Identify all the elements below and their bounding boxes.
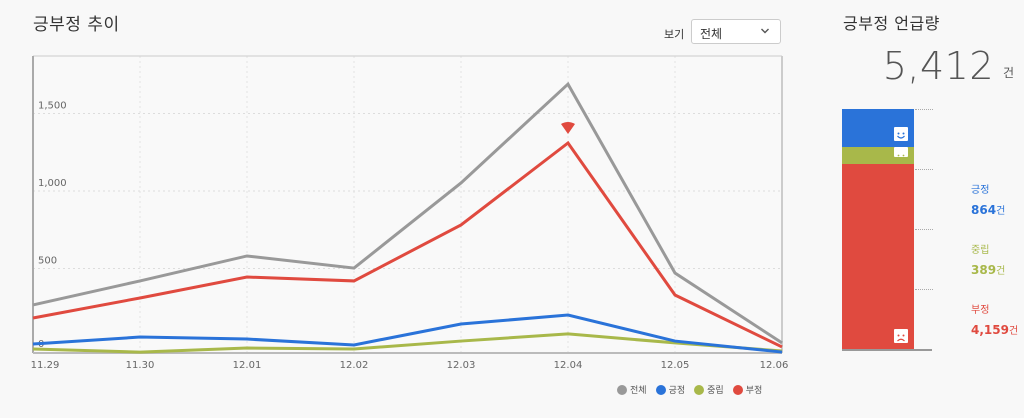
y-tick-label: 500	[38, 256, 57, 267]
page-title: 긍부정 추이	[33, 15, 120, 35]
legend-item-전체[interactable]: 전체	[617, 383, 647, 396]
bar-segment-부정[interactable]	[842, 164, 914, 349]
stat-neutral-label: 중립	[971, 245, 990, 256]
bar-baseline	[842, 349, 932, 351]
series-line-긍정[interactable]	[32, 313, 783, 354]
legend-dot-icon	[732, 384, 743, 395]
legend-item-긍정[interactable]: 긍정	[655, 383, 686, 396]
bar-tick	[915, 229, 933, 230]
x-tick-label: 12.01	[233, 360, 262, 371]
legend-dot-icon	[655, 384, 666, 395]
view-select-value: 전체	[700, 27, 723, 41]
stacked-sentiment-bar	[842, 109, 914, 349]
legend-label: 중립	[707, 386, 724, 396]
mention-volume-title: 긍부정 언급량	[843, 14, 940, 33]
chevron-down-icon	[761, 28, 769, 34]
stat-negative-unit: 건	[1008, 326, 1019, 337]
view-select[interactable]: 전체	[691, 19, 781, 44]
stat-positive-label: 긍정	[971, 185, 990, 196]
legend-item-부정[interactable]: 부정	[732, 383, 763, 396]
x-tick-label: 12.04	[554, 360, 583, 371]
series-line-전체[interactable]	[32, 81, 783, 345]
chart-legend: 전체 긍정 중립 부정	[617, 383, 762, 396]
view-label: 보기	[664, 28, 685, 41]
smile-face-icon	[894, 127, 908, 141]
stat-neutral: 중립 389건	[971, 241, 1005, 277]
y-tick-label: 1,000	[38, 178, 67, 189]
legend-dot-icon	[694, 384, 705, 395]
legend-label: 부정	[745, 386, 763, 396]
y-tick-label: 1,500	[38, 101, 67, 112]
x-tick-label: 12.02	[340, 360, 369, 371]
neutral-face-icon	[894, 147, 908, 160]
stat-positive-unit: 건	[996, 206, 1006, 217]
total-mentions: 5,412	[882, 44, 994, 88]
total-unit: 건	[1003, 66, 1015, 80]
legend-item-중립[interactable]: 중립	[694, 383, 724, 396]
stat-neutral-value: 389	[971, 263, 997, 277]
bar-tick	[915, 289, 933, 290]
x-tick-label: 12.03	[447, 360, 476, 371]
x-tick-label: 11.30	[126, 360, 155, 371]
stat-negative-value: 4,159	[971, 323, 1009, 337]
bar-segment-중립[interactable]	[842, 147, 914, 164]
x-tick-label: 11.29	[31, 360, 60, 371]
x-tick-label: 12.06	[760, 360, 789, 371]
stat-negative: 부정 4,159건	[971, 301, 1018, 337]
legend-label: 전체	[630, 386, 647, 396]
x-tick-label: 12.05	[661, 360, 690, 371]
stat-positive: 긍정 864건	[971, 181, 1005, 217]
bar-segment-긍정[interactable]	[842, 109, 914, 147]
series-line-중립[interactable]	[32, 332, 783, 354]
peak-marker-icon[interactable]	[561, 121, 575, 134]
series-line-부정[interactable]	[32, 140, 783, 349]
stat-positive-value: 864	[971, 203, 997, 217]
stat-negative-label: 부정	[971, 305, 990, 316]
legend-dot-icon	[617, 384, 627, 395]
legend-label: 긍정	[668, 386, 686, 396]
bar-tick	[915, 109, 933, 110]
sad-face-icon	[894, 329, 908, 343]
stat-neutral-unit: 건	[996, 266, 1006, 277]
bar-tick	[915, 169, 933, 170]
